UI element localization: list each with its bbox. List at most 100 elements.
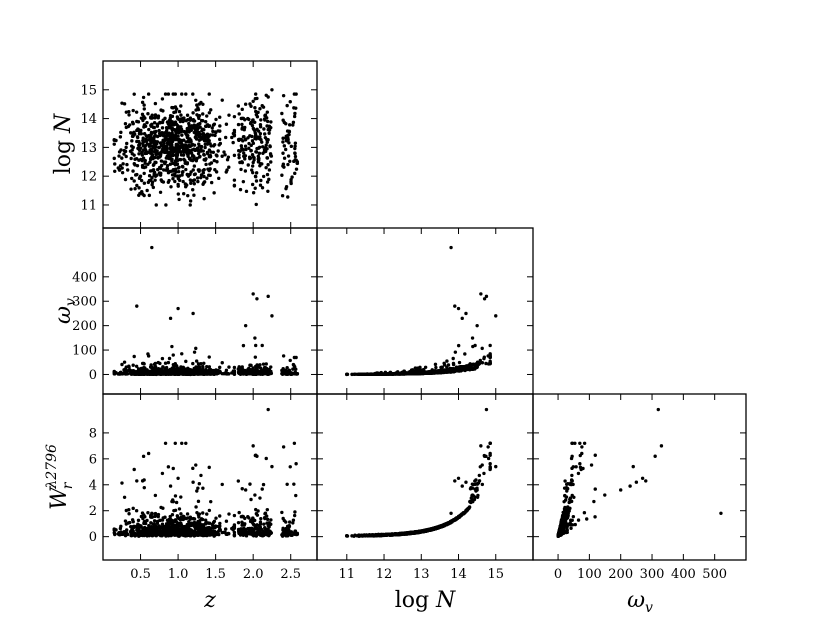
scatter-point: [269, 120, 273, 124]
scatter-point: [143, 371, 148, 375]
scatter-point: [211, 529, 216, 533]
scatter-point: [179, 512, 183, 516]
scatter-point: [157, 145, 162, 150]
scatter-point: [167, 370, 171, 375]
scatter-point: [130, 526, 135, 530]
scatter-point: [143, 116, 147, 120]
scatter-point: [146, 451, 151, 456]
scatter-point: [132, 162, 136, 166]
scatter-point: [197, 149, 201, 153]
scatter-point: [281, 93, 286, 98]
scatter-point: [281, 371, 285, 376]
scatter-point: [208, 372, 212, 376]
scatter-point: [143, 158, 147, 163]
scatter-point: [188, 178, 193, 182]
scatter-point: [211, 520, 216, 525]
scatter-point: [186, 140, 191, 144]
scatter-point: [269, 160, 273, 164]
scatter-point: [473, 367, 477, 371]
scatter-point: [173, 494, 178, 498]
scatter-point: [145, 120, 149, 125]
scatter-point: [191, 361, 195, 366]
scatter-point: [269, 518, 273, 522]
scatter-point: [280, 111, 284, 116]
scatter-point: [286, 528, 290, 532]
scatter-point: [143, 143, 148, 148]
scatter-point: [164, 125, 169, 130]
scatter-point: [231, 369, 236, 373]
scatter-point: [174, 364, 179, 368]
scatter-point: [253, 355, 258, 359]
scatter-point: [239, 372, 243, 376]
scatter-point: [151, 185, 156, 190]
scatter-point: [455, 368, 459, 373]
scatter-point: [171, 353, 175, 357]
scatter-point: [285, 366, 289, 370]
scatter-point: [158, 155, 162, 159]
scatter-point: [218, 115, 222, 119]
scatter-point: [118, 164, 123, 168]
scatter-point: [148, 115, 153, 119]
scatter-point: [132, 354, 136, 359]
scatter-point: [145, 188, 149, 193]
scatter-point: [168, 367, 172, 372]
scatter-point: [174, 146, 178, 151]
scatter-point: [171, 139, 175, 144]
scatter-point: [281, 140, 285, 144]
scatter-point: [123, 177, 128, 182]
scatter-point: [176, 306, 180, 311]
scatter-point: [239, 167, 243, 172]
scatter-point: [473, 343, 477, 348]
scatter-point: [184, 167, 188, 172]
scatter-point: [151, 137, 155, 141]
scatter-point: [194, 522, 199, 527]
scatter-point: [243, 368, 247, 373]
scatter-point: [186, 152, 190, 157]
scatter-point: [140, 511, 145, 515]
scatter-point: [131, 520, 135, 524]
scatter-point: [135, 119, 139, 124]
scatter-point: [284, 520, 288, 524]
scatter-point: [192, 517, 197, 521]
scatter-point: [202, 174, 206, 179]
scatter-point: [263, 113, 268, 117]
scatter-point: [164, 134, 169, 138]
scatter-point: [131, 532, 135, 536]
scatter-point: [167, 142, 171, 146]
scatter-point: [248, 134, 252, 138]
scatter-point: [155, 142, 159, 146]
scatter-point: [224, 368, 229, 373]
scatter-point: [241, 179, 246, 184]
scatter-point: [132, 179, 136, 183]
scatter-point: [222, 150, 226, 154]
scatter-point: [255, 454, 259, 458]
scatter-point: [169, 185, 173, 189]
scatter-point: [202, 153, 206, 157]
scatter-point: [251, 141, 256, 146]
scatter-point: [243, 323, 248, 328]
scatter-point: [283, 147, 288, 152]
scatter-point: [140, 151, 144, 155]
scatter-point: [191, 466, 195, 471]
scatter-point: [194, 98, 198, 102]
scatter-point: [197, 168, 201, 172]
scatter-point: [165, 166, 169, 170]
scatter-point: [265, 119, 270, 124]
scatter-point: [177, 140, 181, 144]
scatter-point: [136, 518, 141, 523]
scatter-point: [182, 524, 186, 529]
scatter-point: [227, 532, 231, 536]
scatter-point: [118, 372, 123, 376]
scatter-point: [178, 126, 182, 130]
scatter-point: [243, 118, 247, 122]
scatter-point: [127, 113, 131, 117]
scatter-point: [205, 114, 209, 118]
scatter-point: [266, 95, 270, 99]
scatter-point: [243, 527, 248, 532]
scatter-point: [181, 149, 185, 153]
scatter-point: [184, 441, 188, 445]
scatter-point: [427, 371, 431, 375]
scatter-point: [267, 131, 271, 135]
scatter-point: [152, 173, 156, 177]
scatter-point: [160, 126, 165, 130]
